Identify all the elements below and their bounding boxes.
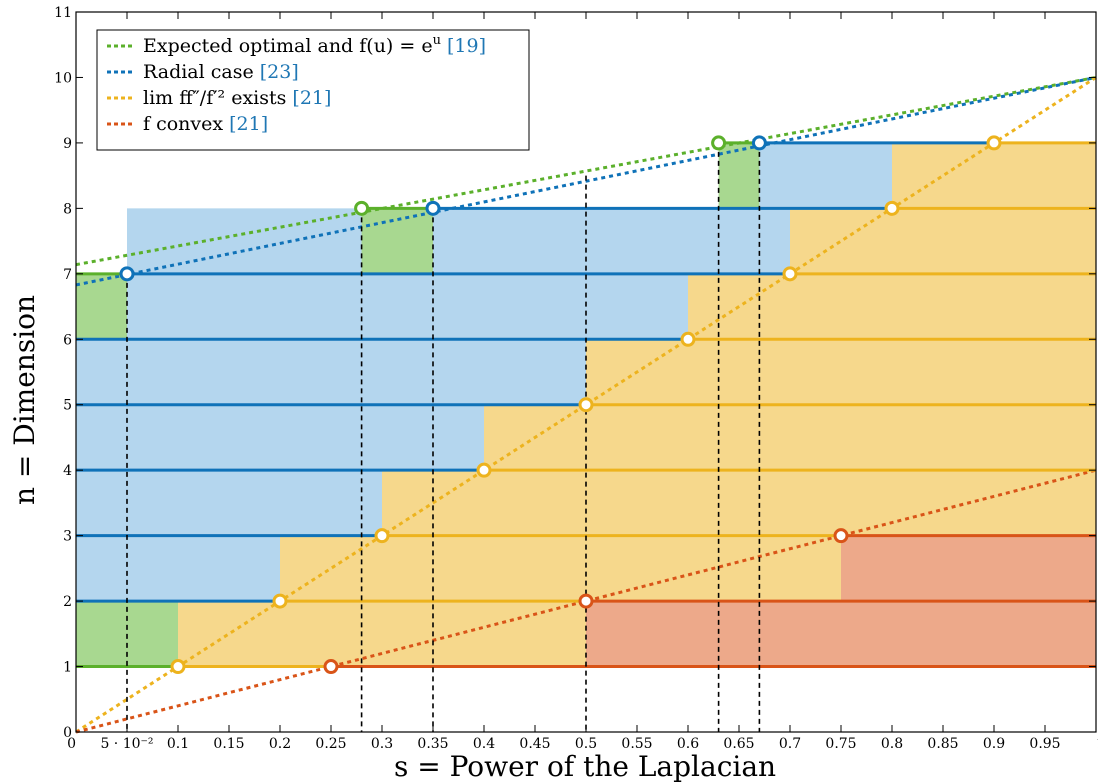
point-green-0.63-9 bbox=[711, 135, 727, 151]
point-yellow-0.8-8 bbox=[884, 200, 900, 216]
x-tick-label-0.85: 0.85 bbox=[927, 736, 958, 752]
y-tick-label-3: 3 bbox=[63, 529, 72, 545]
x-tick-label-0.95: 0.95 bbox=[1029, 736, 1060, 752]
region-yellow_fill-16 bbox=[484, 404, 1096, 471]
region-yellow_fill-15 bbox=[382, 470, 1096, 536]
x-tick-label-0.9: 0.9 bbox=[983, 736, 1005, 752]
x-tick-label-0.15: 0.15 bbox=[213, 736, 244, 752]
x-tick-label-0.7: 0.7 bbox=[779, 736, 801, 752]
y-tick-label-2: 2 bbox=[63, 594, 72, 610]
x-tick-label-0.4: 0.4 bbox=[473, 736, 495, 752]
y-tick-label-8: 8 bbox=[63, 201, 72, 217]
x-tick-label-0.8: 0.8 bbox=[881, 736, 903, 752]
guides-layer bbox=[126, 142, 761, 732]
legend-entry-red: f convex [21] bbox=[143, 113, 268, 135]
region-blue_fill-1 bbox=[76, 535, 280, 602]
legend-entry-citation: [23] bbox=[254, 61, 299, 83]
point-blue-0.05-7 bbox=[119, 266, 135, 282]
point-yellow-0.2-2 bbox=[272, 593, 288, 609]
y-tick-label-10: 10 bbox=[54, 70, 72, 86]
legend-box bbox=[96, 29, 530, 151]
point-yellow-0.5-5 bbox=[578, 397, 594, 413]
region-yellow_fill-17 bbox=[586, 339, 1096, 405]
point-yellow-0.4-4 bbox=[476, 462, 492, 478]
point-red-0.25-1 bbox=[323, 659, 339, 675]
points-layer bbox=[119, 135, 1002, 675]
point-yellow-0.1-1 bbox=[170, 659, 186, 675]
region-blue_fill-4 bbox=[76, 339, 586, 405]
point-blue-0.67-9 bbox=[751, 135, 767, 151]
legend-entry-citation: [21] bbox=[286, 87, 331, 109]
region-yellow_fill-21 bbox=[994, 142, 1096, 209]
x-tick-label-0.3: 0.3 bbox=[371, 736, 393, 752]
x-tick-label-0.55: 0.55 bbox=[621, 736, 652, 752]
x-tick-label-0.75: 0.75 bbox=[825, 736, 856, 752]
regions-layer bbox=[76, 142, 1096, 667]
x-axis-label: s = Power of the Laplacian bbox=[394, 750, 776, 783]
y-tick-label-11: 11 bbox=[54, 5, 72, 21]
x-tick-label-0.05: 5 · 10⁻² bbox=[100, 736, 153, 752]
x-tick-label-0.1: 0.1 bbox=[167, 736, 189, 752]
x-tick-label-0.25: 0.25 bbox=[315, 736, 346, 752]
region-yellow_fill-13 bbox=[178, 601, 586, 667]
y-tick-label-1: 1 bbox=[63, 660, 72, 676]
point-green-0.28-8 bbox=[354, 200, 370, 216]
point-red-0.5-2 bbox=[578, 593, 594, 609]
axes-layer: 0 1 2 3 4 5 6 7 8 9 10 11 0 5 · 10⁻² 0.1 0.15 0.2 0.25 0.3… bbox=[54, 5, 1098, 752]
y-tick-label-4: 4 bbox=[63, 463, 72, 479]
region-red_fill-22 bbox=[586, 601, 1096, 667]
region-blue_fill-2 bbox=[76, 470, 382, 536]
legend-entry-superscript: u bbox=[433, 33, 441, 48]
legend-entry-text: Radial case bbox=[143, 61, 254, 83]
x-tick-label-1: 1 bbox=[1096, 736, 1098, 752]
region-blue_fill-7 bbox=[127, 273, 790, 340]
x-tick-label-0.45: 0.45 bbox=[519, 736, 550, 752]
y-axis-label: n = Dimension bbox=[8, 295, 41, 505]
legend-entry-citation: [21] bbox=[223, 113, 268, 135]
dotted-lines-layer bbox=[75, 75, 1097, 734]
region-yellow_fill-18 bbox=[688, 273, 1096, 340]
point-yellow-0.7-7 bbox=[782, 266, 798, 282]
region-green_fill-6 bbox=[76, 273, 127, 340]
region-yellow_fill-19 bbox=[790, 208, 1096, 274]
legend-entry-blue: Radial case [23] bbox=[143, 61, 299, 83]
legend-entry-green: Expected optimal and f(u) = eu [19] bbox=[143, 33, 486, 57]
region-green_fill-11 bbox=[718, 142, 760, 209]
legend-entry-text: lim ff″/f′² exists bbox=[143, 87, 286, 109]
x-tick-label-0.35: 0.35 bbox=[417, 736, 448, 752]
point-yellow-0.9-9 bbox=[986, 135, 1002, 151]
dotted-line-green bbox=[75, 75, 1097, 267]
legend-entry-yellow: lim ff″/f′² exists [21] bbox=[143, 87, 331, 109]
y-tick-label-0: 0 bbox=[63, 725, 72, 741]
x-tick-label-0.6: 0.6 bbox=[677, 736, 699, 752]
point-red-0.75-3 bbox=[833, 528, 849, 544]
dotted-line-yellow bbox=[75, 76, 1097, 734]
point-blue-0.35-8 bbox=[425, 200, 441, 216]
legend-entry-citation: [19] bbox=[441, 35, 486, 57]
region-blue_fill-3 bbox=[76, 404, 484, 471]
point-yellow-0.6-6 bbox=[680, 331, 696, 347]
x-tick-label-0: 0 bbox=[67, 736, 76, 752]
y-tick-label-6: 6 bbox=[63, 332, 72, 348]
x-tick-label-0.5: 0.5 bbox=[575, 736, 597, 752]
legend-entry-text: f convex bbox=[143, 113, 223, 135]
region-green_fill-9 bbox=[361, 208, 433, 274]
y-tick-label-9: 9 bbox=[63, 136, 72, 152]
region-red_fill-23 bbox=[841, 535, 1096, 602]
x-tick-label-0.65: 0.65 bbox=[723, 736, 754, 752]
x-tick-label-0.2: 0.2 bbox=[269, 736, 291, 752]
legend-entry-text: Expected optimal and f(u) = e bbox=[143, 35, 433, 57]
dotted-line-blue bbox=[75, 75, 1097, 287]
legend: Expected optimal and f(u) = eu [19] Radia… bbox=[96, 29, 530, 151]
y-tick-label-7: 7 bbox=[63, 267, 72, 283]
point-yellow-0.3-3 bbox=[374, 528, 390, 544]
y-tick-label-5: 5 bbox=[63, 398, 72, 414]
